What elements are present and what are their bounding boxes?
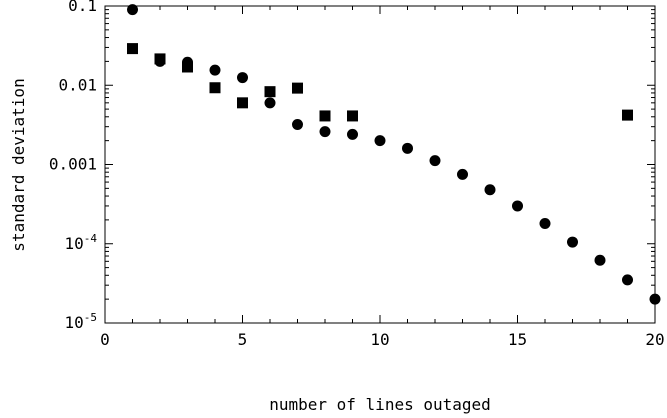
- circle-point: [622, 274, 633, 286]
- square-point: [209, 82, 221, 94]
- square-point: [319, 110, 331, 122]
- x-tick-label: 5: [238, 330, 248, 349]
- circle-point: [374, 135, 386, 147]
- plot-frame: [104, 5, 656, 324]
- square-point: [182, 61, 193, 73]
- x-tick-label: 15: [508, 330, 527, 349]
- circle-point: [264, 97, 276, 109]
- circle-point: [402, 142, 413, 154]
- square-point: [154, 53, 166, 65]
- circle-point: [594, 254, 606, 266]
- circle-point: [319, 126, 331, 138]
- x-tick-label: 0: [100, 330, 110, 349]
- y-tick-label: 0.01: [58, 75, 97, 94]
- circle-point: [209, 64, 221, 76]
- square-point: [347, 110, 358, 122]
- y-tick-label: 0.1: [68, 0, 97, 15]
- circle-point: [127, 4, 138, 16]
- circle-point: [429, 155, 441, 167]
- circle-point: [457, 168, 468, 180]
- square-point: [264, 86, 276, 98]
- square-point: [237, 97, 248, 109]
- square-point: [292, 82, 303, 94]
- circle-point: [649, 293, 661, 305]
- square-point: [622, 109, 633, 121]
- x-tick-label: 20: [645, 330, 664, 349]
- y-tick-label: 0.001: [49, 155, 97, 174]
- y-tick-label: 10-4: [64, 232, 97, 253]
- y-axis-label: standard deviation: [9, 78, 28, 251]
- square-point: [127, 43, 138, 55]
- circle-point: [567, 236, 578, 248]
- circle-point: [347, 128, 358, 140]
- x-axis-label: number of lines outaged: [269, 395, 491, 414]
- circle-point: [237, 72, 248, 84]
- axis-ticks: [104, 5, 656, 324]
- circle-point: [512, 200, 523, 212]
- y-tick-label: 10-5: [64, 311, 97, 332]
- x-tick-label: 10: [370, 330, 389, 349]
- tick-labels: 0 5 10 15 20 0.1 0.01 0.001 10-4 10-5: [49, 0, 665, 349]
- circle-point: [484, 184, 496, 196]
- circle-point: [539, 218, 551, 230]
- circle-point: [292, 118, 303, 130]
- data-points: [127, 4, 661, 305]
